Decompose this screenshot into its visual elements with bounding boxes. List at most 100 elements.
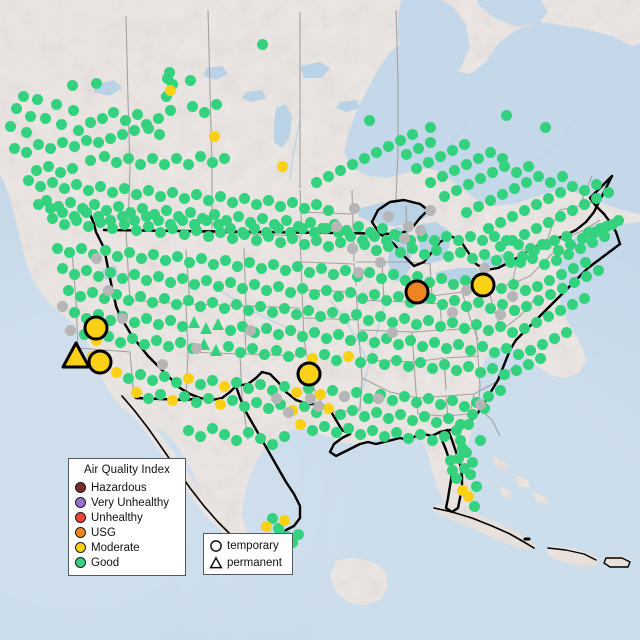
- monitor-marker[interactable]: [346, 242, 358, 254]
- monitor-marker[interactable]: [438, 190, 450, 202]
- monitor-marker[interactable]: [104, 214, 116, 226]
- monitor-marker[interactable]: [422, 314, 434, 326]
- monitor-marker[interactable]: [430, 244, 442, 256]
- monitor-marker[interactable]: [356, 330, 368, 342]
- monitor-marker[interactable]: [462, 360, 474, 372]
- monitor-marker[interactable]: [284, 286, 296, 298]
- monitor-marker[interactable]: [574, 242, 586, 254]
- monitor-marker[interactable]: [272, 328, 284, 340]
- monitor-marker[interactable]: [128, 268, 140, 280]
- monitor-marker[interactable]: [171, 250, 183, 262]
- monitor-marker[interactable]: [302, 382, 314, 394]
- monitor-marker[interactable]: [543, 274, 555, 286]
- monitor-marker[interactable]: [548, 234, 560, 246]
- monitor-marker[interactable]: [298, 400, 310, 412]
- monitor-marker[interactable]: [459, 274, 471, 286]
- monitor-marker[interactable]: [512, 238, 524, 250]
- monitor-marker[interactable]: [555, 268, 567, 280]
- monitor-marker[interactable]: [474, 366, 486, 378]
- monitor-marker[interactable]: [568, 276, 580, 288]
- monitor-marker[interactable]: [512, 348, 524, 360]
- monitor-marker[interactable]: [310, 234, 322, 246]
- monitor-marker[interactable]: [392, 338, 404, 350]
- monitor-marker[interactable]: [243, 256, 255, 268]
- monitor-marker[interactable]: [187, 315, 200, 328]
- monitor-marker[interactable]: [426, 362, 438, 374]
- monitor-marker[interactable]: [212, 218, 224, 230]
- monitor-marker[interactable]: [500, 234, 512, 246]
- monitor-marker[interactable]: [282, 406, 294, 418]
- monitor-marker[interactable]: [304, 216, 316, 228]
- monitor-marker[interactable]: [186, 342, 198, 354]
- monitor-marker[interactable]: [388, 228, 400, 240]
- monitor-marker[interactable]: [350, 386, 362, 398]
- monitor-marker[interactable]: [352, 266, 364, 278]
- monitor-marker[interactable]: [442, 412, 454, 424]
- monitor-marker[interactable]: [64, 196, 76, 208]
- monitor-marker[interactable]: [524, 344, 536, 356]
- monitor-marker[interactable]: [602, 186, 614, 198]
- monitor-marker[interactable]: [166, 186, 178, 198]
- monitor-marker[interactable]: [270, 344, 282, 356]
- monitor-marker[interactable]: [536, 338, 548, 350]
- monitor-marker[interactable]: [220, 214, 232, 226]
- monitor-marker[interactable]: [210, 98, 222, 110]
- monitor-marker[interactable]: [230, 298, 242, 310]
- highlighted-monitor-marker[interactable]: [85, 347, 115, 377]
- monitor-marker[interactable]: [68, 306, 80, 318]
- monitor-marker[interactable]: [284, 324, 296, 336]
- monitor-marker[interactable]: [518, 228, 530, 240]
- monitor-marker[interactable]: [254, 378, 266, 390]
- monitor-marker[interactable]: [378, 430, 390, 442]
- monitor-marker[interactable]: [352, 220, 364, 232]
- monitor-marker[interactable]: [116, 312, 128, 324]
- monitor-marker[interactable]: [190, 342, 202, 354]
- monitor-marker[interactable]: [424, 204, 436, 216]
- monitor-marker[interactable]: [466, 456, 478, 468]
- monitor-marker[interactable]: [218, 302, 230, 314]
- monitor-marker[interactable]: [68, 210, 80, 222]
- monitor-marker[interactable]: [130, 188, 142, 200]
- monitor-marker[interactable]: [68, 140, 80, 152]
- monitor-marker[interactable]: [63, 246, 75, 258]
- monitor-marker[interactable]: [248, 222, 260, 234]
- monitor-marker[interactable]: [592, 264, 604, 276]
- monitor-marker[interactable]: [234, 346, 246, 358]
- monitor-marker[interactable]: [42, 160, 54, 172]
- monitor-marker[interactable]: [147, 248, 159, 260]
- monitor-marker[interactable]: [520, 300, 532, 312]
- legend-item-permanent[interactable]: permanent: [209, 554, 287, 571]
- monitor-marker[interactable]: [158, 292, 170, 304]
- monitor-marker[interactable]: [522, 358, 534, 370]
- monitor-marker[interactable]: [142, 220, 154, 232]
- monitor-marker[interactable]: [332, 290, 344, 302]
- monitor-marker[interactable]: [322, 402, 334, 414]
- monitor-marker[interactable]: [392, 290, 404, 302]
- monitor-marker[interactable]: [456, 484, 468, 496]
- monitor-marker[interactable]: [382, 140, 394, 152]
- monitor-marker[interactable]: [363, 266, 375, 278]
- monitor-marker[interactable]: [190, 396, 202, 408]
- monitor-marker[interactable]: [434, 320, 446, 332]
- monitor-marker[interactable]: [334, 408, 346, 420]
- monitor-marker[interactable]: [423, 276, 435, 288]
- monitor-marker[interactable]: [267, 258, 279, 270]
- monitor-marker[interactable]: [152, 318, 164, 330]
- monitor-marker[interactable]: [518, 204, 530, 216]
- monitor-marker[interactable]: [496, 298, 508, 310]
- monitor-marker[interactable]: [462, 418, 474, 430]
- monitor-marker[interactable]: [472, 152, 484, 164]
- monitor-marker[interactable]: [486, 166, 498, 178]
- monitor-marker[interactable]: [398, 312, 410, 324]
- monitor-marker[interactable]: [358, 238, 370, 250]
- monitor-marker[interactable]: [286, 232, 298, 244]
- monitor-marker[interactable]: [536, 238, 548, 250]
- monitor-marker[interactable]: [320, 222, 332, 234]
- monitor-marker[interactable]: [368, 288, 380, 300]
- monitor-marker[interactable]: [354, 356, 366, 368]
- monitor-marker[interactable]: [206, 296, 218, 308]
- monitor-marker[interactable]: [84, 154, 96, 166]
- monitor-marker[interactable]: [302, 304, 314, 316]
- monitor-marker[interactable]: [20, 126, 32, 138]
- monitor-marker[interactable]: [128, 214, 140, 226]
